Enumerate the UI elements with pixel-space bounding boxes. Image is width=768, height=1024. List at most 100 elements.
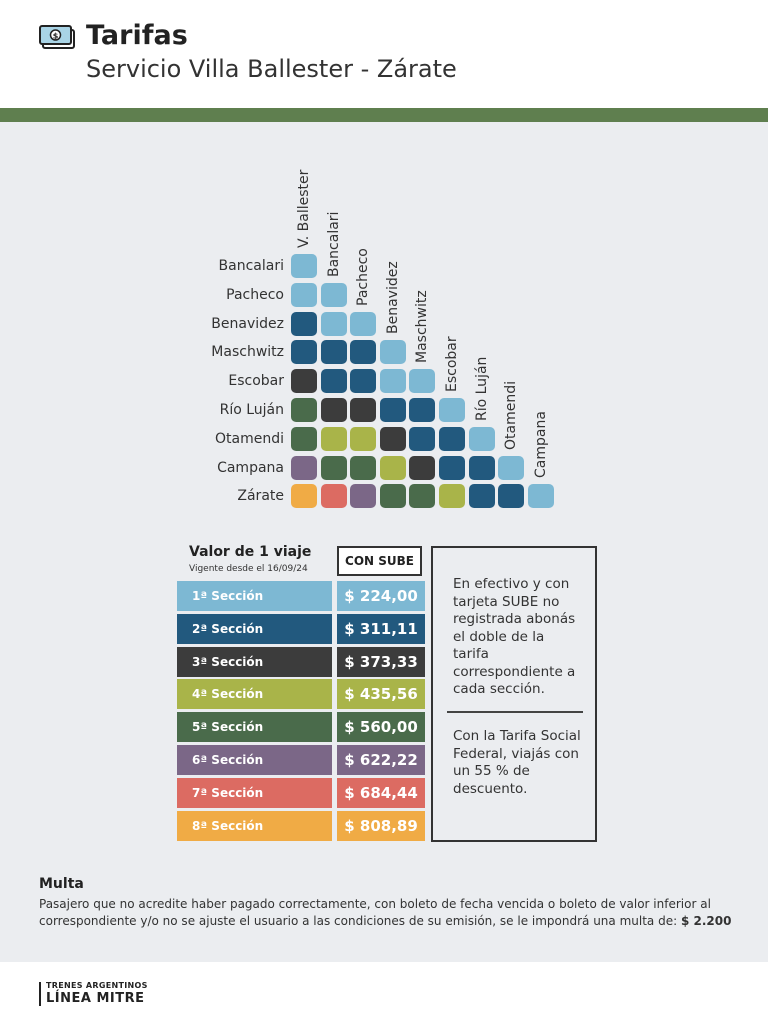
section-price: $ 435,56 xyxy=(337,679,425,710)
row-label: Escobar xyxy=(228,373,284,390)
row-label: Río Luján xyxy=(219,402,284,418)
fare-cell xyxy=(409,455,436,480)
column-label: Río Luján xyxy=(473,356,490,421)
section-label: 6ª Sección xyxy=(177,745,332,775)
fare-cell xyxy=(291,455,317,480)
svg-text:$: $ xyxy=(53,32,59,41)
row-label: Maschwitz xyxy=(211,344,284,361)
fare-cell xyxy=(379,398,406,422)
fine-text: Pasajero que no acredite haber pagado co… xyxy=(39,896,739,930)
fare-cell xyxy=(379,455,406,480)
column-label: V. Ballester xyxy=(296,169,312,248)
fare-cell xyxy=(291,340,317,365)
money-bill-icon: $ xyxy=(39,25,75,49)
fare-cell xyxy=(320,282,347,307)
fare-cell xyxy=(350,369,377,394)
footer-line-name: LÍNEA MITRE xyxy=(46,991,145,1006)
fare-cell xyxy=(320,426,347,451)
column-label: Campana xyxy=(532,411,549,479)
fare-cell xyxy=(379,340,406,365)
fine-description: Pasajero que no acredite haber pagado co… xyxy=(39,897,711,928)
page-subtitle: Servicio Villa Ballester - Zárate xyxy=(86,55,457,83)
fare-cell xyxy=(439,455,465,480)
info-divider xyxy=(447,711,583,713)
sube-column-header: CON SUBE xyxy=(337,546,422,576)
social-tariff-note: Con la Tarifa Social Federal, viajás con… xyxy=(453,728,581,797)
fare-cell xyxy=(409,398,436,422)
fare-cell xyxy=(498,455,525,480)
section-label: 7ª Sección xyxy=(177,777,332,808)
column-label: Pacheco xyxy=(355,247,372,306)
cash-note: En efectivo y con tarjeta SUBE no regist… xyxy=(453,576,576,697)
fine-title: Multa xyxy=(39,876,84,892)
fare-cell xyxy=(350,426,377,451)
fare-cell xyxy=(350,455,377,480)
column-label: Bancalari xyxy=(325,211,342,277)
section-label: 3ª Sección xyxy=(177,646,332,677)
fare-cell xyxy=(320,311,347,336)
row-label: Campana xyxy=(217,459,284,476)
fare-cell xyxy=(409,426,436,451)
fare-cell xyxy=(291,398,317,422)
fare-cell xyxy=(439,398,465,422)
page-title: Tarifas xyxy=(86,20,188,51)
fare-cell xyxy=(320,369,347,394)
fare-cell xyxy=(291,311,317,336)
fare-valid-date: Vigente desde el 16/09/24 xyxy=(189,564,308,574)
column-label: Otamendi xyxy=(503,380,520,450)
fare-cell xyxy=(379,369,406,394)
fare-table-title: Valor de 1 viaje xyxy=(189,544,312,560)
section-price: $ 373,33 xyxy=(337,646,425,677)
footer: TRENES ARGENTINOS LÍNEA MITRE xyxy=(0,962,768,1024)
row-label: Bancalari xyxy=(218,258,284,274)
fare-cell xyxy=(379,426,406,451)
column-label: Escobar xyxy=(444,336,460,392)
fare-cell xyxy=(350,398,377,422)
fare-cell xyxy=(468,455,495,480)
section-label: 4ª Sección xyxy=(177,679,332,710)
section-label: 1ª Sección xyxy=(177,581,332,611)
fare-cell xyxy=(320,398,347,422)
fare-cell xyxy=(320,455,347,480)
fare-cell xyxy=(527,484,554,509)
row-label: Pacheco xyxy=(226,286,284,303)
section-price: $ 560,00 xyxy=(337,712,425,743)
section-price: $ 808,89 xyxy=(337,810,425,841)
fare-cell xyxy=(320,484,347,509)
section-label: 5ª Sección xyxy=(177,712,332,743)
row-label: Zárate xyxy=(237,488,284,505)
fare-cell xyxy=(350,484,377,509)
fare-cell xyxy=(379,484,406,509)
header: $ Tarifas Servicio Villa Ballester - Zár… xyxy=(0,0,768,108)
fare-cell xyxy=(439,426,465,451)
fare-cell xyxy=(350,311,377,336)
footer-org: TRENES ARGENTINOS xyxy=(46,981,148,990)
section-price: $ 224,00 xyxy=(337,581,425,611)
fare-cell xyxy=(291,426,317,451)
header-divider xyxy=(0,108,768,122)
section-price: $ 684,44 xyxy=(337,777,425,808)
fare-cell xyxy=(350,340,377,365)
fare-cell xyxy=(320,340,347,365)
column-label: Maschwitz xyxy=(414,290,431,364)
fare-cell xyxy=(409,484,436,509)
section-label: 2ª Sección xyxy=(177,613,332,644)
fare-cell xyxy=(291,254,317,278)
fare-cell xyxy=(468,484,495,509)
section-price: $ 622,22 xyxy=(337,745,425,775)
info-box: En efectivo y con tarjeta SUBE no regist… xyxy=(431,546,597,842)
section-label: 8ª Sección xyxy=(177,810,332,841)
row-label: Benavidez xyxy=(211,315,284,332)
fare-cell xyxy=(291,282,317,307)
fine-amount: $ 2.200 xyxy=(680,914,732,928)
footer-logo-bar xyxy=(39,982,41,1006)
section-price: $ 311,11 xyxy=(337,613,425,644)
fare-cell xyxy=(291,484,317,509)
column-label: Benavidez xyxy=(384,261,401,335)
fare-cell xyxy=(468,426,495,451)
fare-cell xyxy=(291,369,317,394)
fare-cell xyxy=(409,369,436,394)
fare-cell xyxy=(439,484,465,509)
row-label: Otamendi xyxy=(215,430,284,447)
fare-cell xyxy=(498,484,525,509)
